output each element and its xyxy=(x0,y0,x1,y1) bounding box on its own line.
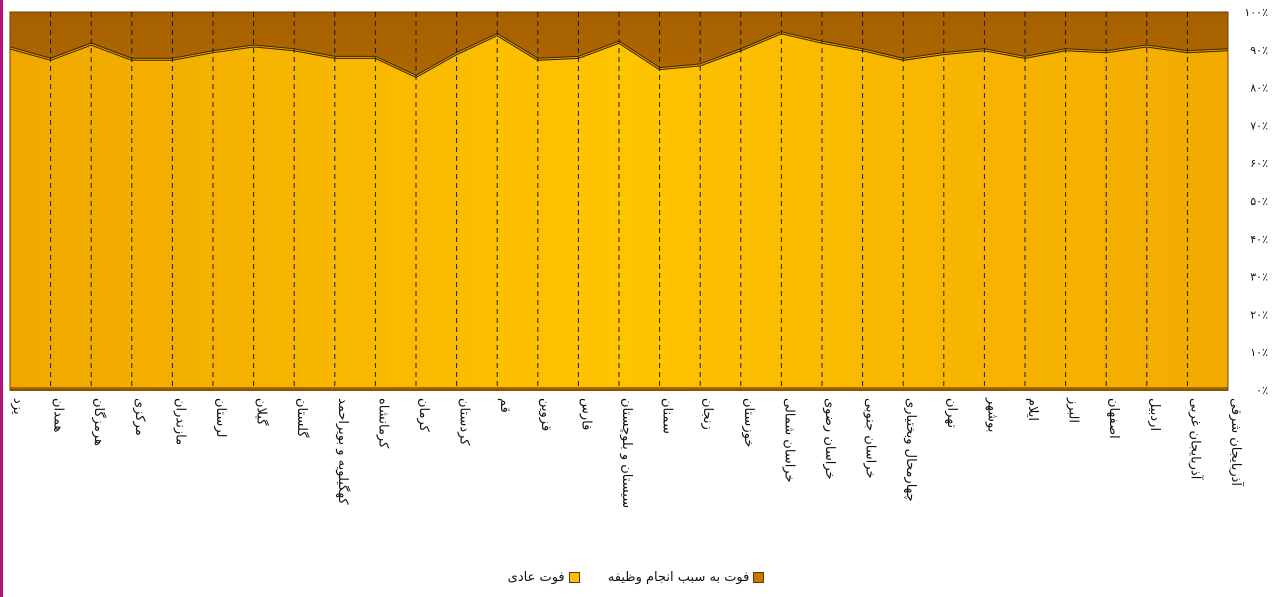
x-category-label: اردبیل xyxy=(1147,398,1162,431)
x-category-label: فارس xyxy=(578,398,593,430)
x-category-label: گیلان xyxy=(254,398,270,426)
x-category-label: آذربایجان شرقی xyxy=(1228,398,1245,487)
y-tick-label: ۸۰٪ xyxy=(1250,82,1268,95)
legend: فوت به سبب انجام وظیفه فوت عادی xyxy=(0,570,1272,585)
x-category-label: چهارمحال وبختیاری xyxy=(903,398,918,502)
x-category-label: کرمانشاه xyxy=(375,398,390,449)
x-category-label: خراسان جنوبی xyxy=(863,398,878,478)
x-category-label: قزوین xyxy=(538,398,553,431)
x-category-label: مرکزی xyxy=(132,398,147,436)
gridlines xyxy=(50,12,1188,390)
y-tick-label: ۰٪ xyxy=(1256,384,1268,397)
x-category-label: آذربایجان غربی xyxy=(1187,398,1204,481)
legend-label-normal: فوت عادی xyxy=(507,570,565,585)
x-category-label: کرمان xyxy=(416,398,431,433)
y-tick-label: ۱۰٪ xyxy=(1250,346,1268,359)
x-category-label: خراسان شمالی xyxy=(781,398,796,483)
legend-item-duty: فوت به سبب انجام وظیفه xyxy=(608,570,765,585)
y-tick-label: ۹۰٪ xyxy=(1250,44,1268,57)
legend-label-duty: فوت به سبب انجام وظیفه xyxy=(607,570,750,585)
x-category-label: تهران xyxy=(944,398,959,428)
frame-edge xyxy=(0,0,3,597)
x-category-label: هرمزگان xyxy=(91,398,107,446)
x-category-label: کردستان xyxy=(457,398,472,446)
y-tick-label: ۴۰٪ xyxy=(1250,233,1268,246)
stacked-area-chart: ۰٪ ۱۰٪ ۲۰٪ ۳۰٪ ۴۰٪ ۵۰٪ ۶۰٪ ۷۰٪ ۸۰٪ ۹۰٪ ۱۰۰٪ یزد همد… xyxy=(9,6,1268,508)
legend-swatch-duty xyxy=(753,572,765,583)
x-category-label: اصفهان xyxy=(1106,398,1121,439)
legend-item-normal: فوت عادی xyxy=(508,570,580,585)
y-tick-label: ۷۰٪ xyxy=(1250,119,1268,132)
x-category-label: ایلام xyxy=(1025,398,1040,421)
x-category-label: قم xyxy=(497,398,512,413)
y-tick-label: ۲۰٪ xyxy=(1250,308,1268,321)
x-category-label: البرز xyxy=(1066,397,1081,423)
x-category-label: خراسان رضوی xyxy=(822,398,837,480)
x-category-label: زنجان xyxy=(700,398,715,430)
y-axis-ticks: ۰٪ ۱۰٪ ۲۰٪ ۳۰٪ ۴۰٪ ۵۰٪ ۶۰٪ ۷۰٪ ۸۰٪ ۹۰٪ ۱۰۰٪ xyxy=(1244,6,1268,397)
plot-floor xyxy=(10,387,1228,391)
y-tick-label: ۶۰٪ xyxy=(1250,157,1268,170)
x-category-label: لرستان xyxy=(213,398,228,437)
x-category-label: یزد xyxy=(10,398,25,415)
x-category-label: سیستان و بلوچستان xyxy=(619,398,634,508)
x-category-label: گلستان xyxy=(294,398,310,438)
x-category-label: خوزستان xyxy=(741,398,756,447)
y-tick-label: ۵۰٪ xyxy=(1250,195,1268,208)
x-category-label: مازندران xyxy=(172,398,187,445)
x-category-label: کهگیلویه و بویراحمد xyxy=(335,398,351,505)
y-tick-label: ۱۰۰٪ xyxy=(1244,6,1268,19)
x-category-label: سمنان xyxy=(660,398,675,434)
x-category-label: همدان xyxy=(51,398,66,432)
legend-swatch-normal xyxy=(568,572,580,583)
x-axis-labels: یزد همدان هرمزگان مرکزی مازندران لرستان گیلان گ… xyxy=(10,397,1245,508)
x-category-label: بوشهر xyxy=(984,397,999,432)
y-tick-label: ۳۰٪ xyxy=(1250,271,1268,284)
